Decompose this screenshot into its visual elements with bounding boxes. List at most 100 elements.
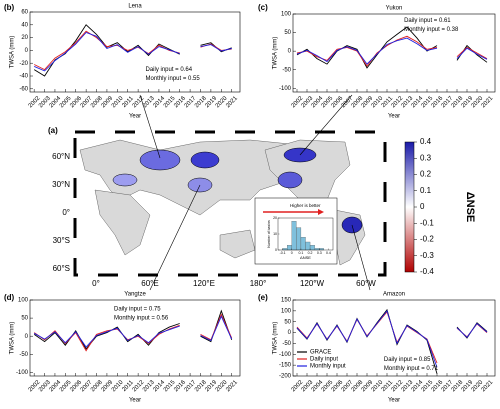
- y-tick-label: 0: [25, 48, 29, 54]
- y-tick-label: 50: [284, 30, 291, 36]
- y-tick-label: 0: [275, 248, 277, 252]
- lon-label: 60°E: [141, 279, 158, 288]
- x-axis-label: Year: [129, 114, 141, 120]
- y-tick-label: -150: [279, 363, 292, 369]
- panel-label: (a): [48, 126, 58, 135]
- colorbar-tick-label: 0.3: [420, 153, 432, 162]
- colorbar-label: ΔNSE: [464, 192, 476, 223]
- x-axis-label: Year: [388, 114, 400, 120]
- arrow-head: [318, 209, 324, 215]
- x-tick-label: 2021: [225, 95, 239, 109]
- y-tick-label: 20: [273, 216, 277, 220]
- series-line: [296, 309, 488, 368]
- chart-title: Yangtze: [124, 292, 146, 298]
- y-tick-label: 0: [288, 330, 292, 336]
- colorbar-tick-label: 0.1: [420, 186, 432, 195]
- y-axis-label: TWSA (mm): [10, 322, 16, 355]
- colorbar-tick-label: -0.4: [420, 267, 434, 276]
- y-tick-label: 10: [273, 232, 277, 236]
- lon-label: 120°E: [193, 279, 215, 288]
- series-line: [34, 30, 232, 71]
- chart-title: Amazon: [383, 292, 405, 298]
- chart-title: Lena: [128, 4, 142, 10]
- legend-label: GRACE: [310, 350, 331, 356]
- y-tick-label: -20: [19, 61, 28, 67]
- x-tick-label: -0.1: [280, 251, 286, 255]
- colorbar-tick-label: -0.3: [420, 251, 434, 260]
- lat-label: 60°N: [52, 152, 70, 161]
- x-tick-label: 0: [291, 251, 293, 255]
- x-tick-label: 0.3: [317, 251, 322, 255]
- x-tick-label: 2021: [481, 95, 495, 109]
- colorbar-tick-label: -0.1: [420, 218, 434, 227]
- y-tick-label: 100: [18, 298, 29, 304]
- x-axis-label: Year: [129, 398, 141, 404]
- series-line: [296, 35, 488, 67]
- lat-label: 60°S: [53, 264, 70, 273]
- y-tick-label: 100: [281, 12, 292, 18]
- hist-bar: [287, 245, 292, 251]
- y-tick-label: -100: [16, 370, 29, 376]
- hist-bar: [319, 248, 324, 251]
- annotation: Daily input = 0.64: [146, 67, 193, 73]
- hist-bar: [309, 245, 315, 251]
- x-tick-label: 0.1: [298, 251, 303, 255]
- hist-bar: [291, 221, 297, 251]
- inset-title: Higher is better: [290, 203, 321, 208]
- colorbar-tick-label: 0.4: [420, 137, 432, 146]
- y-tick-label: 100: [281, 308, 292, 314]
- y-tick-label: 50: [21, 316, 28, 322]
- hist-bar: [296, 227, 302, 251]
- hist-bar: [314, 248, 320, 251]
- y-tick-label: -40: [19, 74, 28, 80]
- x-tick-label: 0.2: [308, 251, 313, 255]
- chart-title: Yukon: [386, 6, 403, 12]
- annotation: Daily input = 0.75: [114, 307, 161, 313]
- series-line: [296, 26, 488, 69]
- panel-label: (b): [4, 3, 15, 12]
- x-tick-label: 2021: [481, 379, 495, 393]
- y-tick-label: 50: [284, 319, 291, 325]
- x-axis-label: Year: [388, 398, 400, 404]
- colorbar-tick-label: 0.2: [420, 170, 432, 179]
- annotation: Daily input = 0.85: [384, 357, 431, 363]
- panel-label: (d): [4, 293, 15, 302]
- panel-label: (e): [258, 293, 268, 302]
- y-axis-label: TWSA (mm): [273, 322, 279, 355]
- legend-label: Daily input: [310, 357, 338, 363]
- y-tick-label: -60: [19, 86, 28, 92]
- colorbar-tick-label: -0.2: [420, 235, 434, 244]
- annotation: Monthly input = 0.56: [114, 316, 169, 322]
- y-tick-label: -200: [279, 374, 292, 380]
- connectors: [139, 94, 371, 291]
- y-tick-label: 0: [288, 49, 292, 55]
- y-axis-label: TWSA (mm): [273, 37, 279, 70]
- lat-label: 0°: [62, 208, 70, 217]
- lon-label: 120°W: [300, 279, 325, 288]
- lat-label: 30°N: [52, 180, 70, 189]
- y-tick-label: 60: [21, 10, 28, 16]
- y-tick-label: -100: [279, 86, 292, 92]
- x-tick-label: 0.4: [326, 251, 331, 255]
- x-tick-label: 2021: [225, 379, 239, 393]
- hist-bar: [282, 248, 288, 251]
- y-tick-label: 40: [21, 22, 28, 28]
- series-line: [33, 315, 233, 348]
- map: [73, 130, 387, 277]
- y-axis-label: TWSA (mm): [10, 36, 16, 69]
- colorbar: [404, 141, 415, 273]
- annotation: Monthly input = 0.38: [404, 27, 459, 33]
- y-tick-label: 150: [281, 298, 292, 304]
- y-tick-label: 0: [25, 334, 29, 340]
- lon-label: 0°: [92, 279, 100, 288]
- colorbar-tick-label: 0: [420, 202, 425, 211]
- series-line: [34, 31, 232, 72]
- plot-frame: [29, 299, 241, 377]
- plot-frame: [292, 299, 496, 377]
- y-tick-label: -50: [282, 67, 291, 73]
- annotation: Monthly input = 0.71: [384, 366, 439, 372]
- lon-label: 60°W: [356, 279, 376, 288]
- lat-label: 30°S: [53, 236, 70, 245]
- hist-bar: [305, 241, 311, 251]
